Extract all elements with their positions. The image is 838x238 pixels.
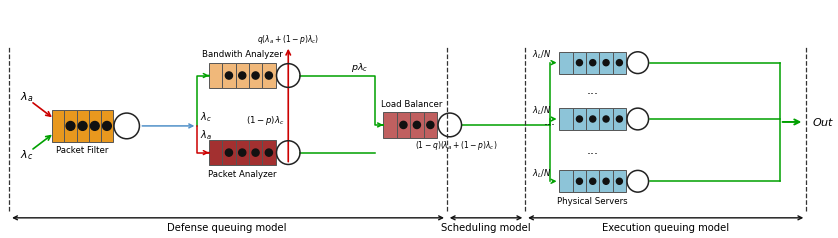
Circle shape: [577, 60, 582, 66]
Bar: [560, 108, 573, 130]
Text: ...: ...: [544, 115, 556, 129]
Circle shape: [91, 121, 99, 130]
Text: $\lambda_L / N$: $\lambda_L / N$: [532, 105, 551, 117]
Bar: [586, 52, 599, 74]
Text: Defense queuing model: Defense queuing model: [167, 223, 287, 233]
Bar: [65, 110, 76, 142]
Bar: [383, 112, 396, 138]
Circle shape: [239, 149, 246, 156]
Circle shape: [252, 149, 259, 156]
Text: Execution queuing model: Execution queuing model: [602, 223, 729, 233]
Text: $\lambda_a$: $\lambda_a$: [200, 128, 212, 142]
Text: $q(\lambda_a+(1-p)\lambda_c)$: $q(\lambda_a+(1-p)\lambda_c)$: [257, 33, 319, 46]
Circle shape: [225, 72, 232, 79]
Circle shape: [617, 178, 623, 184]
Text: Scheduling model: Scheduling model: [442, 223, 530, 233]
Bar: [222, 140, 235, 165]
Bar: [209, 63, 222, 88]
Bar: [573, 170, 586, 192]
Circle shape: [590, 116, 596, 122]
Bar: [101, 110, 113, 142]
Text: $\lambda_L / N$: $\lambda_L / N$: [532, 167, 551, 180]
Text: $(1-p)\lambda_c$: $(1-p)\lambda_c$: [246, 114, 285, 128]
Bar: [235, 63, 249, 88]
Text: $\lambda_c$: $\lambda_c$: [20, 148, 34, 162]
Bar: [89, 110, 101, 142]
Text: $Out$: $Out$: [812, 116, 835, 128]
Bar: [573, 52, 586, 74]
Circle shape: [400, 121, 407, 129]
Circle shape: [603, 116, 609, 122]
Bar: [599, 170, 613, 192]
Bar: [586, 170, 599, 192]
Bar: [599, 52, 613, 74]
Circle shape: [577, 116, 582, 122]
Text: Packet Filter: Packet Filter: [56, 146, 109, 155]
Text: Bandwith Analyzer: Bandwith Analyzer: [202, 50, 282, 59]
Circle shape: [603, 60, 609, 66]
Bar: [613, 170, 626, 192]
Bar: [249, 63, 262, 88]
Circle shape: [78, 121, 87, 130]
Circle shape: [102, 121, 111, 130]
Bar: [76, 110, 89, 142]
Bar: [560, 170, 573, 192]
Bar: [599, 108, 613, 130]
Bar: [262, 63, 276, 88]
Text: Packet Analyzer: Packet Analyzer: [208, 170, 277, 179]
Circle shape: [252, 72, 259, 79]
Circle shape: [590, 60, 596, 66]
Bar: [586, 108, 599, 130]
Circle shape: [225, 149, 232, 156]
Text: ...: ...: [587, 84, 598, 97]
Circle shape: [617, 116, 623, 122]
Bar: [52, 110, 65, 142]
Circle shape: [413, 121, 421, 129]
Text: $\lambda_c$: $\lambda_c$: [200, 110, 212, 124]
Circle shape: [603, 178, 609, 184]
Circle shape: [66, 121, 75, 130]
Bar: [249, 140, 262, 165]
Bar: [573, 108, 586, 130]
Bar: [235, 140, 249, 165]
Bar: [613, 52, 626, 74]
Text: Load Balancer: Load Balancer: [381, 100, 442, 109]
Circle shape: [266, 149, 272, 156]
Text: $\lambda_L / N$: $\lambda_L / N$: [532, 49, 551, 61]
Text: $p\lambda_c$: $p\lambda_c$: [351, 61, 369, 74]
Text: $(1-q)(\lambda_a+(1-p)\lambda_c)$: $(1-q)(\lambda_a+(1-p)\lambda_c)$: [416, 139, 498, 152]
Text: Physical Servers: Physical Servers: [557, 197, 628, 206]
Circle shape: [427, 121, 434, 129]
Text: ...: ...: [587, 144, 598, 157]
Bar: [613, 108, 626, 130]
Bar: [222, 63, 235, 88]
Circle shape: [590, 178, 596, 184]
Circle shape: [239, 72, 246, 79]
Bar: [262, 140, 276, 165]
Bar: [410, 112, 424, 138]
Circle shape: [617, 60, 623, 66]
Bar: [424, 112, 437, 138]
Circle shape: [577, 178, 582, 184]
Circle shape: [266, 72, 272, 79]
Text: $\lambda_a$: $\lambda_a$: [20, 90, 34, 104]
Bar: [396, 112, 410, 138]
Bar: [560, 52, 573, 74]
Bar: [209, 140, 222, 165]
